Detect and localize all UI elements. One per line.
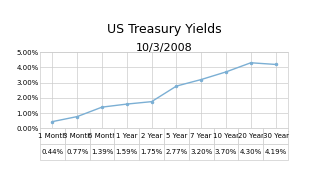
Text: US Treasury Yields: US Treasury Yields bbox=[107, 23, 221, 36]
Text: 10/3/2008: 10/3/2008 bbox=[136, 42, 192, 53]
